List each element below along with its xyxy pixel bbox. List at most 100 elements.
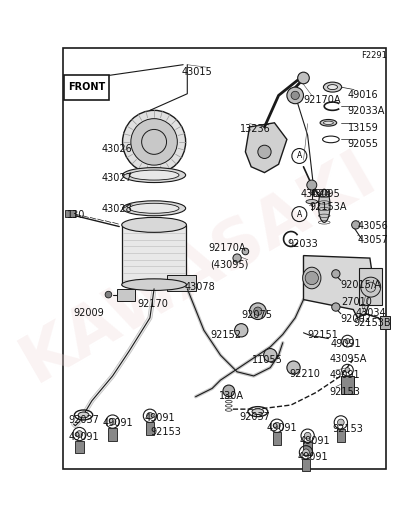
Text: 49091: 49091 [329, 370, 360, 380]
Text: 92037: 92037 [240, 412, 270, 422]
Circle shape [147, 413, 153, 419]
Circle shape [122, 110, 186, 173]
Text: 92170A: 92170A [304, 96, 341, 105]
Text: 43028: 43028 [102, 204, 132, 214]
Circle shape [264, 348, 277, 362]
Ellipse shape [306, 200, 318, 204]
Ellipse shape [320, 119, 337, 126]
Text: 49091: 49091 [298, 452, 328, 462]
Circle shape [303, 449, 309, 455]
Circle shape [345, 339, 350, 344]
FancyBboxPatch shape [64, 74, 109, 100]
Circle shape [338, 419, 344, 425]
Ellipse shape [328, 85, 338, 89]
Text: 43078: 43078 [185, 282, 216, 292]
Bar [359, 268, 382, 306]
Bar [108, 428, 117, 440]
Polygon shape [304, 255, 372, 318]
Text: 43034: 43034 [356, 308, 386, 318]
Circle shape [332, 303, 340, 311]
Ellipse shape [303, 267, 321, 289]
Text: 92151: 92151 [308, 330, 338, 340]
Circle shape [345, 368, 350, 373]
Ellipse shape [129, 170, 179, 180]
Text: 92210: 92210 [289, 369, 320, 379]
Ellipse shape [122, 168, 186, 183]
Text: 92075: 92075 [241, 310, 272, 320]
Text: 43020: 43020 [301, 189, 332, 199]
Circle shape [131, 118, 177, 165]
Text: 43056: 43056 [358, 221, 388, 231]
Text: 27010: 27010 [341, 297, 372, 307]
Text: 92153A: 92153A [309, 202, 347, 211]
Text: 92037: 92037 [69, 415, 100, 425]
Text: 92153B: 92153B [353, 318, 391, 328]
Circle shape [233, 254, 241, 262]
Text: 13236: 13236 [240, 124, 270, 133]
Bar [273, 432, 281, 445]
Text: FRONT: FRONT [68, 82, 106, 92]
Text: 92055: 92055 [348, 140, 378, 149]
Circle shape [332, 270, 340, 278]
Text: 92153: 92153 [329, 387, 360, 397]
Text: 130: 130 [67, 210, 85, 220]
Text: 43095A: 43095A [329, 354, 366, 363]
Text: 13159: 13159 [348, 123, 378, 133]
Circle shape [291, 92, 299, 100]
Ellipse shape [318, 189, 330, 222]
Text: 43057: 43057 [358, 235, 388, 245]
Text: KAWASAKI: KAWASAKI [9, 139, 387, 396]
Ellipse shape [122, 201, 186, 216]
Bar [75, 440, 84, 453]
Circle shape [287, 87, 304, 104]
Circle shape [352, 221, 360, 229]
Circle shape [105, 291, 112, 298]
Text: 11055: 11055 [252, 355, 283, 365]
Text: 92170: 92170 [138, 299, 168, 309]
Text: 92033: 92033 [287, 239, 318, 249]
Circle shape [109, 418, 116, 425]
Ellipse shape [78, 412, 89, 418]
Text: 43027: 43027 [102, 173, 133, 183]
Bar [380, 316, 390, 329]
Circle shape [250, 303, 266, 320]
Text: 49091: 49091 [144, 413, 175, 423]
Ellipse shape [129, 203, 179, 214]
Circle shape [76, 431, 83, 437]
Circle shape [361, 277, 381, 297]
Circle shape [307, 180, 317, 190]
Text: 49016: 49016 [348, 89, 378, 100]
Text: 92170A: 92170A [208, 243, 246, 253]
Text: 49091: 49091 [69, 432, 99, 442]
Text: 49091: 49091 [331, 339, 362, 348]
Text: 92009: 92009 [74, 308, 104, 318]
Text: 43026: 43026 [102, 144, 132, 154]
Ellipse shape [252, 409, 264, 415]
Bar [302, 459, 310, 472]
Ellipse shape [324, 121, 333, 125]
Text: 49091: 49091 [299, 436, 330, 446]
Text: 92153: 92153 [150, 428, 181, 437]
Text: 92153: 92153 [332, 424, 364, 434]
Bar [166, 275, 196, 291]
Circle shape [287, 361, 300, 374]
Circle shape [304, 432, 311, 439]
Text: A: A [297, 209, 302, 219]
Text: A: A [297, 151, 302, 160]
Text: 130A: 130A [219, 391, 244, 401]
Circle shape [242, 248, 249, 255]
Circle shape [274, 422, 280, 429]
Bar [304, 443, 312, 455]
Bar [341, 376, 354, 394]
Circle shape [305, 271, 318, 285]
Text: (43095): (43095) [210, 260, 249, 270]
Text: 49091: 49091 [266, 423, 297, 433]
Circle shape [258, 145, 271, 159]
Circle shape [254, 307, 262, 315]
Circle shape [298, 72, 309, 84]
Text: 92152: 92152 [210, 330, 242, 340]
Text: 43015: 43015 [182, 67, 212, 77]
Bar [117, 289, 135, 301]
Circle shape [234, 324, 248, 337]
Text: 92033A: 92033A [348, 106, 385, 116]
